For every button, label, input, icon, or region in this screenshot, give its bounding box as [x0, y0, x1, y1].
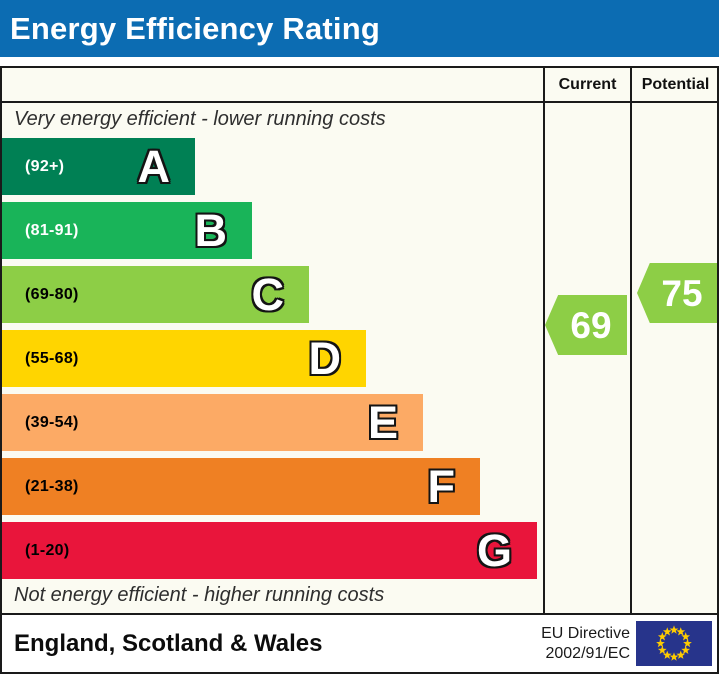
band-range-label: (81-91)	[25, 221, 79, 239]
band-letter: C	[251, 269, 285, 320]
eu-directive-label: EU Directive 2002/91/EC	[541, 615, 630, 672]
rating-band: (39-54) E	[2, 394, 423, 451]
potential-column-header: Potential	[641, 76, 710, 93]
rating-table: Current Potential Very energy efficient …	[0, 66, 719, 615]
top-note: Very energy efficient - lower running co…	[14, 108, 386, 130]
potential-rating-value: 75	[661, 272, 703, 314]
rating-band: (21-38) F	[2, 458, 480, 515]
bottom-note: Not energy efficient - higher running co…	[14, 584, 385, 606]
potential-column-divider	[630, 68, 632, 613]
rating-band: (1-20) G	[2, 522, 537, 579]
band-range-label: (39-54)	[25, 413, 79, 431]
region-label: England, Scotland & Wales	[14, 629, 323, 657]
current-column-divider	[543, 68, 545, 613]
band-letter: G	[476, 525, 512, 576]
current-column-header: Current	[558, 76, 617, 93]
band-range-label: (92+)	[25, 157, 65, 175]
band-letter: A	[137, 141, 171, 192]
band-letter: D	[308, 333, 342, 384]
header-row-divider	[2, 101, 717, 103]
eu-directive-line2: 2002/91/EC	[545, 644, 630, 662]
rating-band: (92+) A	[2, 138, 195, 195]
rating-band: (69-80) C	[2, 266, 309, 323]
band-range-label: (21-38)	[25, 477, 79, 495]
eu-directive-line1: EU Directive	[541, 624, 630, 642]
eu-flag-icon	[636, 621, 712, 666]
band-range-label: (55-68)	[25, 349, 79, 367]
band-range-label: (1-20)	[25, 541, 70, 559]
band-range-label: (69-80)	[25, 285, 79, 303]
rating-band: (55-68) D	[2, 330, 366, 387]
current-rating-arrow: 69	[545, 295, 627, 355]
footer-bar: England, Scotland & Wales EU Directive 2…	[0, 615, 719, 674]
band-letter: B	[194, 205, 228, 256]
potential-rating-arrow: 75	[637, 263, 717, 323]
page-title: Energy Efficiency Rating	[10, 10, 381, 46]
current-rating-value: 69	[570, 304, 612, 346]
band-letter: F	[427, 461, 456, 512]
title-bar: Energy Efficiency Rating	[0, 0, 719, 57]
band-letter: E	[367, 397, 398, 448]
rating-band: (81-91) B	[2, 202, 252, 259]
